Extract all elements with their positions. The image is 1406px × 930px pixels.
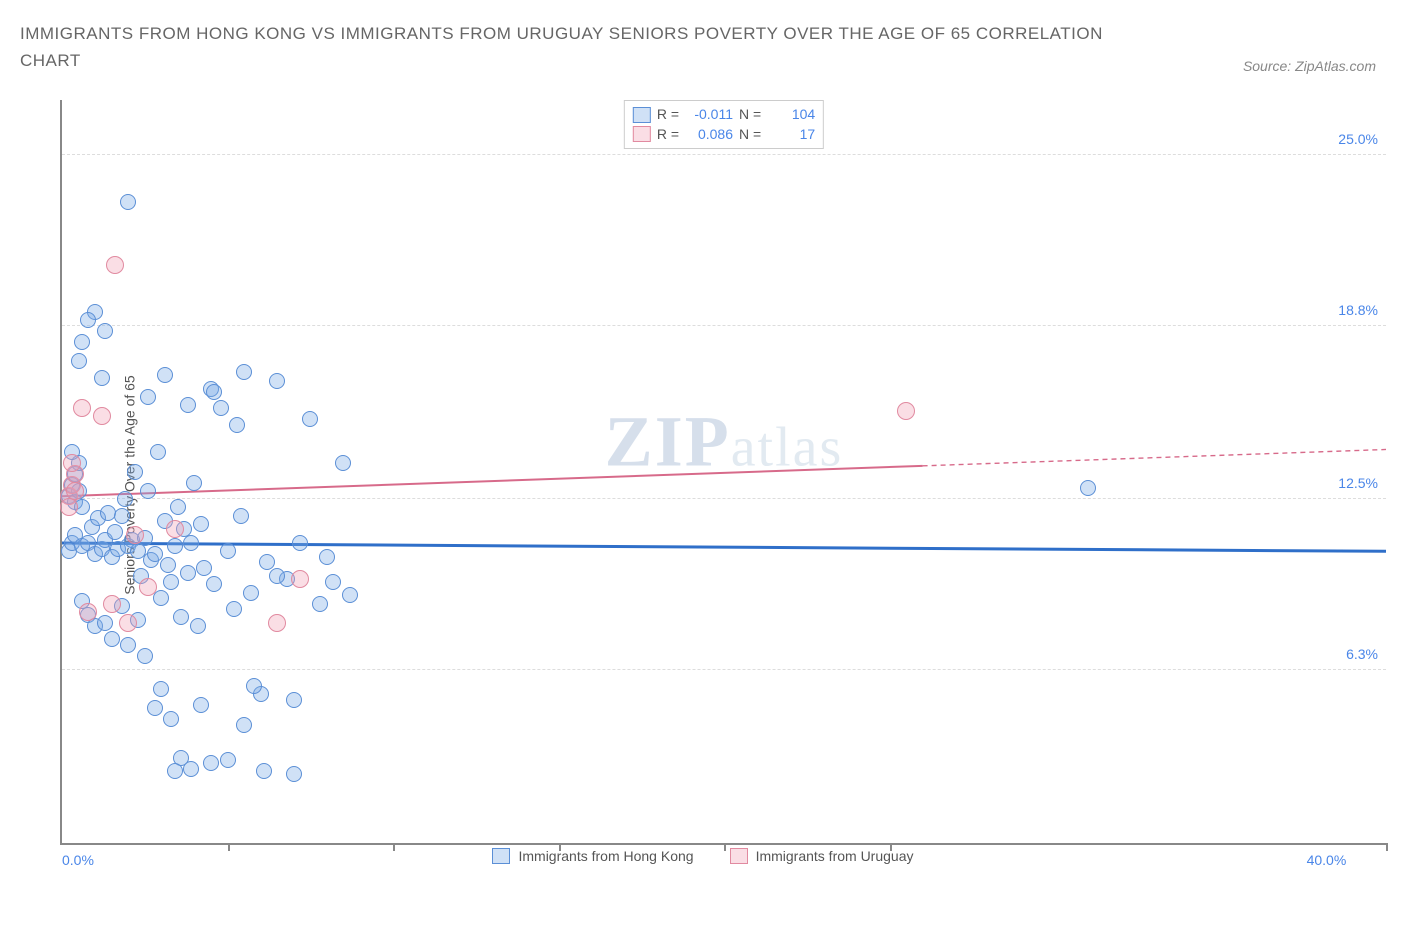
trend-lines	[62, 100, 1386, 843]
y-tick-label: 25.0%	[1338, 131, 1378, 147]
source-citation: Source: ZipAtlas.com	[1243, 58, 1376, 74]
series-legend: Immigrants from Hong Kong Immigrants fro…	[20, 842, 1386, 870]
y-tick-label: 18.8%	[1338, 302, 1378, 318]
legend-series-hk: Immigrants from Hong Kong	[492, 848, 693, 864]
legend-label: Immigrants from Hong Kong	[518, 848, 693, 864]
y-tick-label: 6.3%	[1346, 646, 1378, 662]
gridline	[62, 154, 1386, 155]
x-tick-label: 40.0%	[1307, 852, 1347, 868]
gridline	[62, 498, 1386, 499]
x-tick-label: 0.0%	[62, 852, 94, 868]
swatch-hk-icon	[492, 848, 510, 864]
gridline	[62, 669, 1386, 670]
y-tick-label: 12.5%	[1338, 475, 1378, 491]
swatch-uy-icon	[730, 848, 748, 864]
gridline	[62, 325, 1386, 326]
chart-title: IMMIGRANTS FROM HONG KONG VS IMMIGRANTS …	[20, 20, 1120, 74]
x-tick	[1386, 843, 1388, 851]
legend-label: Immigrants from Uruguay	[756, 848, 914, 864]
chart-area: Seniors Poverty Over the Age of 65 ZIPat…	[20, 100, 1386, 870]
scatter-plot: ZIPatlas R = -0.011 N = 104 R = 0.086 N …	[60, 100, 1386, 845]
legend-series-uy: Immigrants from Uruguay	[730, 848, 914, 864]
